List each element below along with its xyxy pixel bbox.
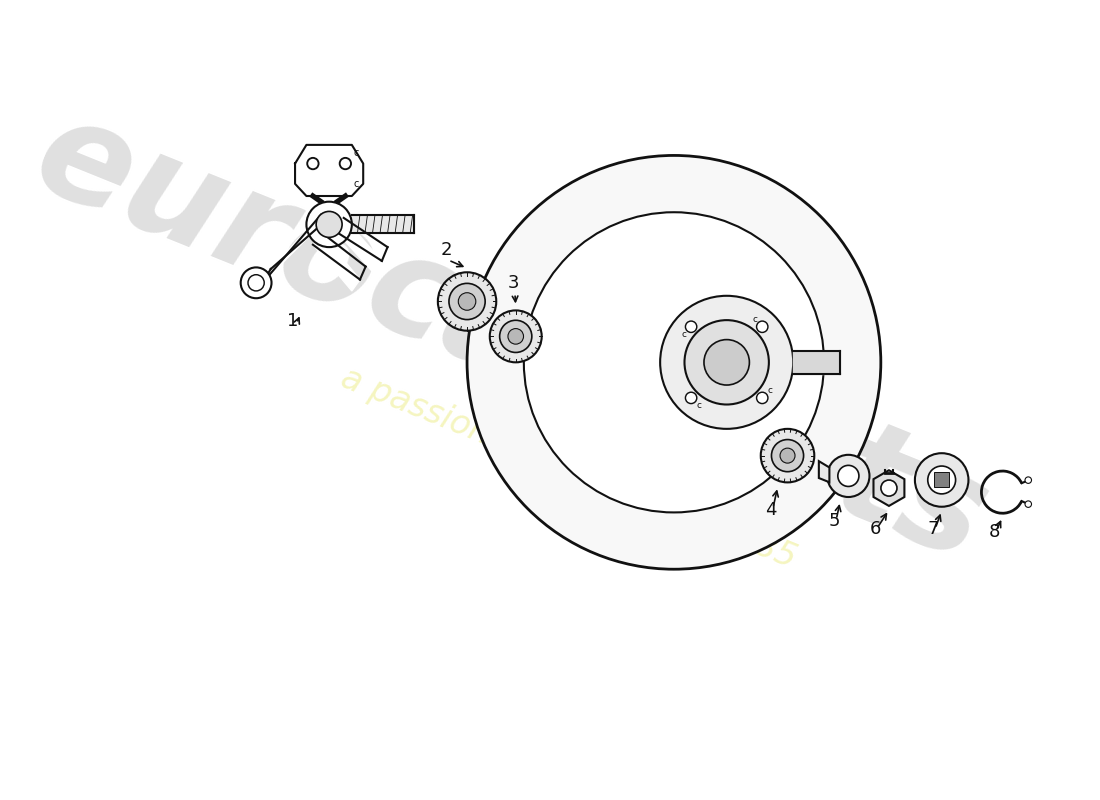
Circle shape [881,480,896,496]
Circle shape [307,202,352,247]
Circle shape [1025,501,1032,507]
Circle shape [927,466,956,494]
Polygon shape [793,351,840,374]
Text: c: c [681,330,686,338]
Circle shape [685,392,696,403]
Circle shape [508,329,524,344]
Circle shape [524,212,824,513]
Text: a passion for cars since 1985: a passion for cars since 1985 [336,361,801,574]
Text: c: c [696,401,701,410]
Text: 5: 5 [828,512,840,530]
Text: c: c [752,314,757,324]
Polygon shape [873,470,904,506]
Circle shape [757,321,768,333]
Circle shape [704,340,749,385]
Polygon shape [818,461,829,482]
Text: 4: 4 [766,501,777,519]
Text: 1: 1 [287,312,298,330]
Circle shape [449,283,485,319]
Circle shape [316,211,342,238]
Circle shape [915,453,968,506]
Circle shape [685,321,696,333]
Text: eurocarparts: eurocarparts [18,86,1006,590]
Circle shape [660,296,793,429]
Polygon shape [312,231,360,291]
Circle shape [771,439,804,472]
Circle shape [1025,477,1032,483]
Text: 6: 6 [869,520,881,538]
Text: c: c [767,386,772,395]
Text: c: c [353,148,359,158]
Polygon shape [352,214,415,233]
Circle shape [459,293,476,310]
Text: c: c [353,179,359,189]
Circle shape [757,392,768,403]
Text: 3: 3 [507,274,519,292]
FancyBboxPatch shape [934,473,949,487]
Text: 2: 2 [441,242,452,259]
Circle shape [838,466,859,486]
Circle shape [684,320,769,405]
Text: 7: 7 [927,520,939,538]
Circle shape [438,272,496,330]
Circle shape [827,455,869,497]
Circle shape [761,429,814,482]
Circle shape [241,267,272,298]
Polygon shape [263,214,321,283]
Text: 8: 8 [989,522,1000,541]
Circle shape [468,155,881,570]
Circle shape [490,310,541,362]
Polygon shape [338,218,382,273]
Circle shape [780,448,795,463]
Circle shape [499,320,531,353]
